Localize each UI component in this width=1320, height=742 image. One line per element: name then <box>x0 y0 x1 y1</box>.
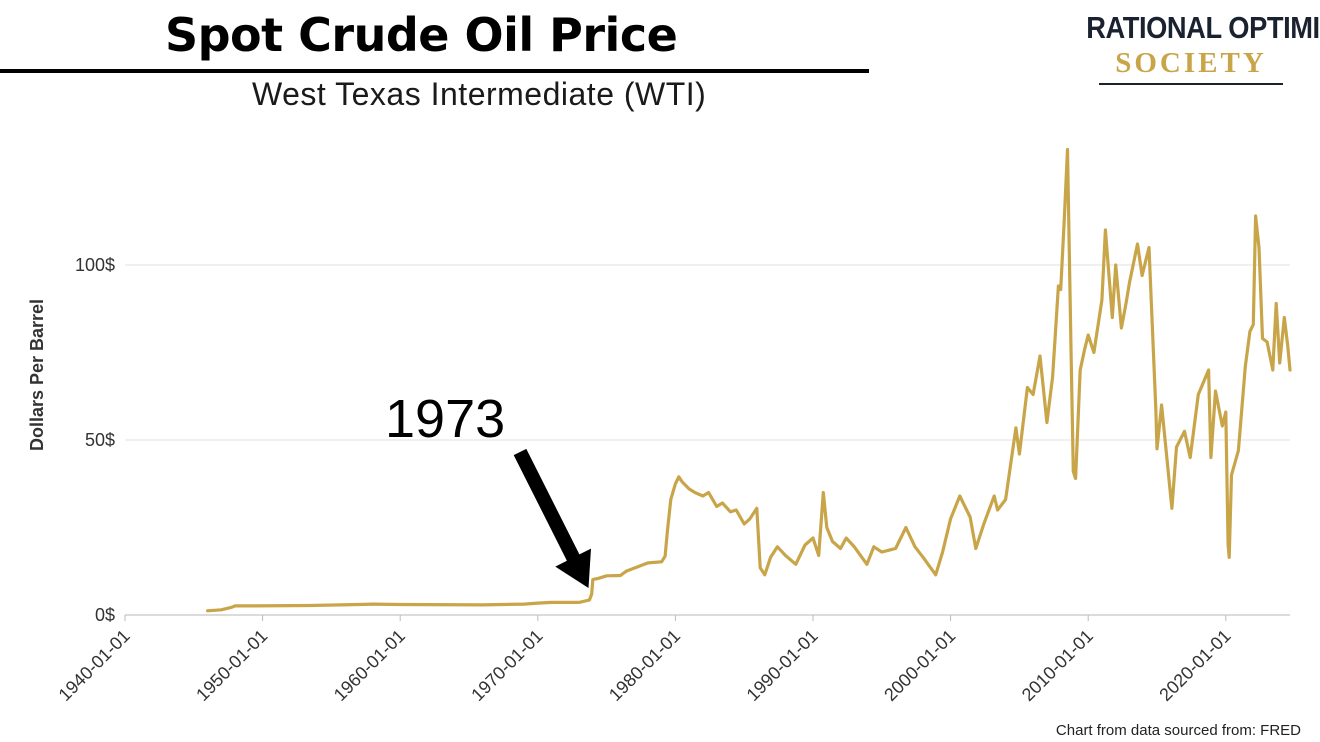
series-line-wti <box>206 147 1292 613</box>
annotation-layer: 1973 <box>385 389 591 588</box>
y-tick-label: 100$ <box>75 255 115 275</box>
logo-line-2: SOCIETY <box>1115 47 1267 79</box>
x-tick-label: 1960-01-01 <box>330 626 409 705</box>
annotation-arrow <box>513 448 591 588</box>
chart-title: Spot Crude Oil Price <box>165 8 678 62</box>
x-tick-label: 1950-01-01 <box>192 626 271 705</box>
logo-line-1: RATIONAL OPTIMIST <box>1086 10 1320 45</box>
x-tick-label: 1940-01-01 <box>55 626 134 705</box>
axes: 0$ 50$ 100$ 1940-01-01 1950-01-01 1960-01-01 1… <box>27 255 1235 705</box>
x-tick-label: 1980-01-01 <box>605 626 684 705</box>
y-axis-label: Dollars Per Barrel <box>27 299 47 451</box>
gridlines <box>125 264 1290 616</box>
source-note: Chart from data sourced from: FRED <box>1055 722 1301 739</box>
x-tick-label: 2000-01-01 <box>880 626 959 705</box>
logo-underline <box>1099 83 1283 85</box>
x-tick-label: 1970-01-01 <box>467 626 546 705</box>
title-underline <box>0 69 869 73</box>
y-tick-label: 50$ <box>85 430 115 450</box>
chart-subtitle: West Texas Intermediate (WTI) <box>252 76 707 112</box>
y-tick-label: 0$ <box>95 605 115 625</box>
series-layer <box>206 147 1292 613</box>
brand-logo: RATIONAL OPTIMIST SOCIETY <box>1072 10 1320 80</box>
x-tick-label: 2020-01-01 <box>1155 626 1234 705</box>
x-tick-label: 2010-01-01 <box>1018 626 1097 705</box>
annotation-label: 1973 <box>385 389 505 449</box>
x-tick-label: 1990-01-01 <box>743 626 822 705</box>
